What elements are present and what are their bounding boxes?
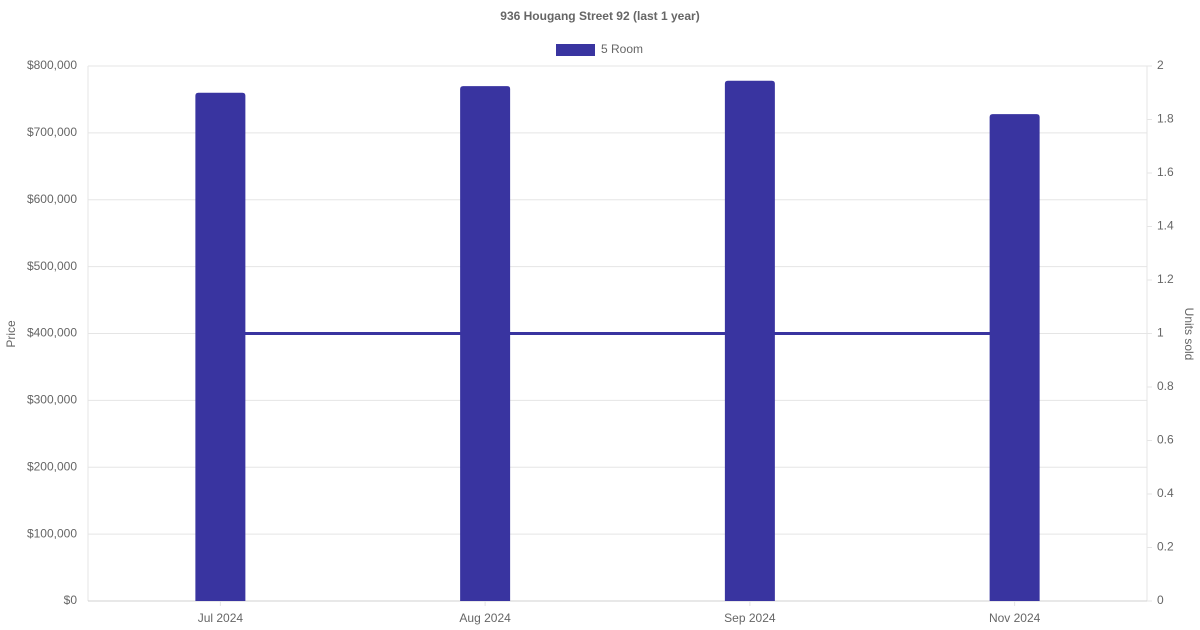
x-tick-label: Aug 2024 bbox=[459, 611, 511, 625]
y2-tick-label: 1.6 bbox=[1157, 165, 1174, 179]
x-tick-label: Sep 2024 bbox=[724, 611, 776, 625]
y-tick-label: $700,000 bbox=[27, 125, 77, 139]
y2-tick-label: 0.8 bbox=[1157, 379, 1174, 393]
y-tick-label: $500,000 bbox=[27, 259, 77, 273]
y-tick-label: $600,000 bbox=[27, 192, 77, 206]
y2-tick-label: 0 bbox=[1157, 593, 1164, 607]
y2-axis-title: Units sold bbox=[1182, 308, 1196, 361]
y2-tick-label: 0.6 bbox=[1157, 433, 1174, 447]
bar bbox=[989, 114, 1040, 602]
chart-title: 936 Hougang Street 92 (last 1 year) bbox=[500, 9, 699, 23]
y2-tick-label: 0.4 bbox=[1157, 486, 1174, 500]
x-tick-label: Jul 2024 bbox=[198, 611, 244, 625]
y-tick-label: $400,000 bbox=[27, 326, 77, 340]
x-tick-label: Nov 2024 bbox=[989, 611, 1041, 625]
y2-tick-label: 0.2 bbox=[1157, 540, 1174, 554]
y2-tick-label: 1.4 bbox=[1157, 219, 1174, 233]
y2-tick-label: 1 bbox=[1157, 326, 1164, 340]
bar bbox=[195, 92, 246, 601]
bar bbox=[460, 86, 511, 601]
y2-tick-label: 1.8 bbox=[1157, 112, 1174, 126]
legend-swatch bbox=[556, 44, 595, 56]
y-tick-label: $200,000 bbox=[27, 459, 77, 473]
y-tick-label: $0 bbox=[64, 593, 78, 607]
y2-tick-label: 2 bbox=[1157, 58, 1164, 72]
legend-label: 5 Room bbox=[601, 42, 643, 56]
y-tick-label: $800,000 bbox=[27, 58, 77, 72]
y2-tick-label: 1.2 bbox=[1157, 272, 1174, 286]
y-axis-title: Price bbox=[4, 320, 18, 348]
y-tick-label: $100,000 bbox=[27, 526, 77, 540]
y-tick-label: $300,000 bbox=[27, 393, 77, 407]
bar bbox=[724, 80, 775, 601]
